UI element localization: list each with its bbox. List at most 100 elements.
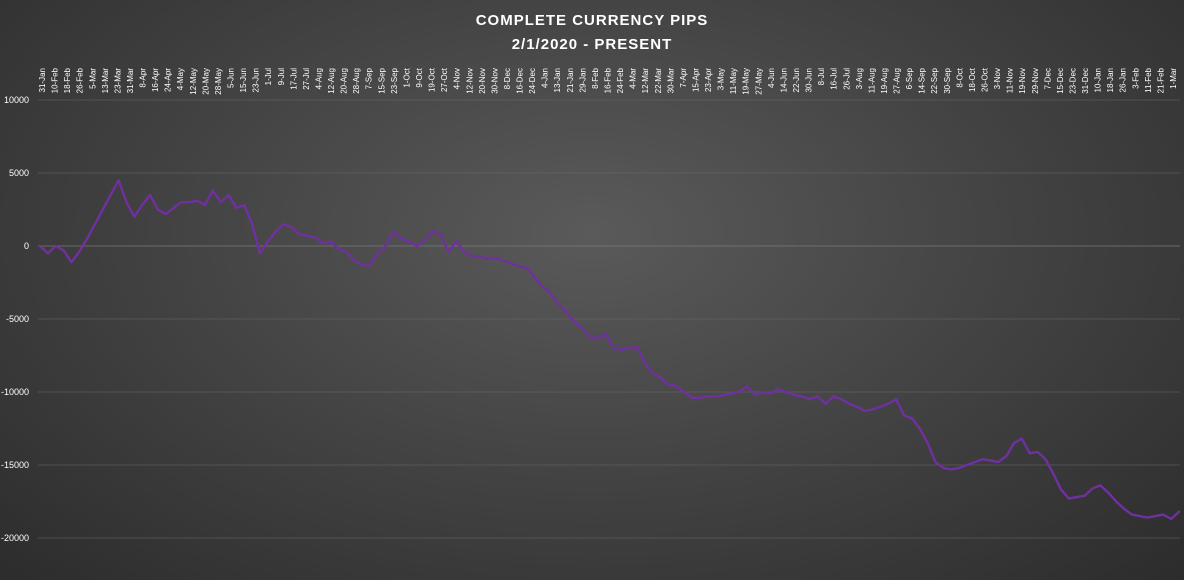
x-tick-label: 18-Feb (63, 67, 72, 93)
x-tick-label: 16-Apr (151, 68, 160, 92)
x-tick-label: 23-Sep (390, 67, 399, 93)
x-tick-label: 12-Mar (641, 68, 650, 94)
x-tick-label: 11-Aug (867, 68, 876, 93)
x-tick-label: 15-Apr (691, 68, 700, 92)
x-tick-label: 11-Feb (1144, 67, 1153, 92)
x-tick-label: 4-May (176, 68, 185, 90)
x-tick-label: 28-Aug (352, 68, 361, 94)
x-tick-label: 31-Mar (126, 68, 135, 94)
x-tick-label: 7-Apr (679, 68, 688, 88)
x-tick-label: 8-Dec (503, 68, 512, 89)
x-tick-label: 8-Apr (139, 68, 148, 88)
x-tick-label: 28-May (214, 68, 223, 95)
x-tick-label: 31-Dec (1081, 68, 1090, 94)
x-tick-label: 23-Dec (1068, 68, 1077, 94)
x-tick-label: 11-Nov (1006, 68, 1015, 93)
x-tick-label: 20-Nov (478, 68, 487, 94)
x-tick-label: 16-Jul (830, 68, 839, 90)
x-tick-label: 19-Nov (1018, 68, 1027, 94)
y-tick-label: -20000 (1, 533, 29, 543)
x-tick-label: 30-Mar (666, 68, 675, 94)
x-tick-label: 14-Sep (918, 67, 927, 93)
x-tick-label: 13-Jan (553, 68, 562, 92)
x-tick-label: 12-Aug (327, 68, 336, 94)
x-tick-label: 18-Jan (1106, 68, 1115, 92)
x-tick-label: 10-Feb (51, 67, 60, 93)
x-tick-label: 5-Mar (88, 68, 97, 89)
x-tick-label: 30-Nov (490, 68, 499, 94)
x-tick-label: 21-Jan (566, 68, 575, 92)
x-tick-label: 8-Jul (817, 68, 826, 86)
x-tick-label: 8-Feb (591, 67, 600, 88)
x-tick-label: 6-Sep (905, 67, 914, 89)
x-tick-label: 22-Jun (792, 68, 801, 92)
x-tick-label: 16-Feb (604, 67, 613, 93)
y-tick-label: 5000 (9, 168, 29, 178)
x-tick-label: 1-Jul (264, 68, 273, 86)
x-tick-label: 30-Jun (805, 68, 814, 92)
x-tick-label: 15-Sep (377, 67, 386, 93)
x-tick-label: 29-Jan (578, 68, 587, 92)
chart-title: COMPLETE CURRENCY PIPS (476, 12, 709, 29)
x-tick-label: 15-Dec (1056, 68, 1065, 94)
x-tick-label: 23-Apr (704, 68, 713, 92)
x-tick-label: 5-Jun (227, 68, 236, 88)
x-tick-label: 27-May (754, 68, 763, 95)
x-tick-label: 21-Feb (1156, 67, 1165, 93)
y-tick-label: -5000 (6, 314, 29, 324)
x-tick-label: 10-Jan (1094, 68, 1103, 92)
x-tick-label: 7-Dec (1043, 68, 1052, 89)
x-tick-label: 1-Oct (402, 67, 411, 87)
x-tick-label: 13-Mar (101, 68, 110, 94)
y-tick-label: -15000 (1, 460, 29, 470)
x-tick-label: 9-Oct (415, 67, 424, 87)
y-axis: 10000 5000 0 -5000 -10000 -15000 -20000 (1, 95, 29, 543)
y-tick-label: 10000 (4, 95, 29, 105)
x-tick-label: 27-Aug (893, 68, 902, 94)
x-tick-label: 31-Jan (38, 68, 47, 92)
x-tick-label: 24-Apr (164, 68, 173, 92)
x-tick-label: 26-Jan (1119, 68, 1128, 92)
x-tick-label: 9-Jul (277, 68, 286, 86)
x-tick-label: 18-Oct (968, 67, 977, 92)
x-tick-label: 4-Jan (541, 68, 550, 88)
x-tick-label: 14-Jun (779, 68, 788, 92)
x-tick-label: 3-May (717, 68, 726, 90)
x-axis: 31-Jan 10-Feb 18-Feb 26-Feb 5-Mar 13-Mar 23-Ma… (38, 67, 1178, 94)
x-tick-label: 27-Jul (302, 68, 311, 90)
x-tick-label: 19-Oct (428, 67, 437, 92)
x-tick-label: 23-Jun (252, 68, 261, 92)
x-tick-label: 20-May (201, 68, 210, 95)
x-tick-label: 11-May (729, 68, 738, 94)
gridlines (38, 99, 1180, 539)
x-tick-label: 4-Mar (629, 68, 638, 89)
x-tick-label: 26-Oct (981, 67, 990, 92)
x-tick-label: 4-Nov (453, 68, 462, 89)
x-tick-label: 26-Jul (842, 68, 851, 90)
x-tick-label: 24-Dec (528, 68, 537, 94)
x-tick-label: 24-Feb (616, 67, 625, 93)
x-tick-label: 30-Sep (943, 67, 952, 93)
chart-subtitle: 2/1/2020 - PRESENT (512, 36, 673, 53)
x-tick-label: 1-Mar (1169, 68, 1178, 89)
x-tick-label: 15-Jun (239, 68, 248, 92)
y-tick-label: 0 (24, 241, 29, 251)
x-tick-label: 19-Aug (880, 68, 889, 94)
x-tick-label: 12-May (189, 68, 198, 95)
series-line (38, 179, 1181, 521)
x-tick-label: 4-Aug (314, 68, 323, 89)
x-tick-label: 29-Nov (1031, 68, 1040, 94)
x-tick-label: 3-Feb (1131, 67, 1140, 88)
x-tick-label: 7-Sep (365, 67, 374, 89)
x-tick-label: 26-Feb (76, 67, 85, 93)
x-tick-label: 3-Aug (855, 68, 864, 89)
x-tick-label: 8-Oct (955, 67, 964, 87)
x-tick-label: 23-Mar (113, 68, 122, 94)
x-tick-label: 19-May (742, 68, 751, 95)
x-tick-label: 27-Oct (440, 67, 449, 92)
x-tick-label: 22-Mar (654, 68, 663, 94)
series-layer (38, 179, 1181, 521)
x-tick-label: 16-Dec (516, 68, 525, 94)
x-tick-label: 4-Jun (767, 68, 776, 88)
